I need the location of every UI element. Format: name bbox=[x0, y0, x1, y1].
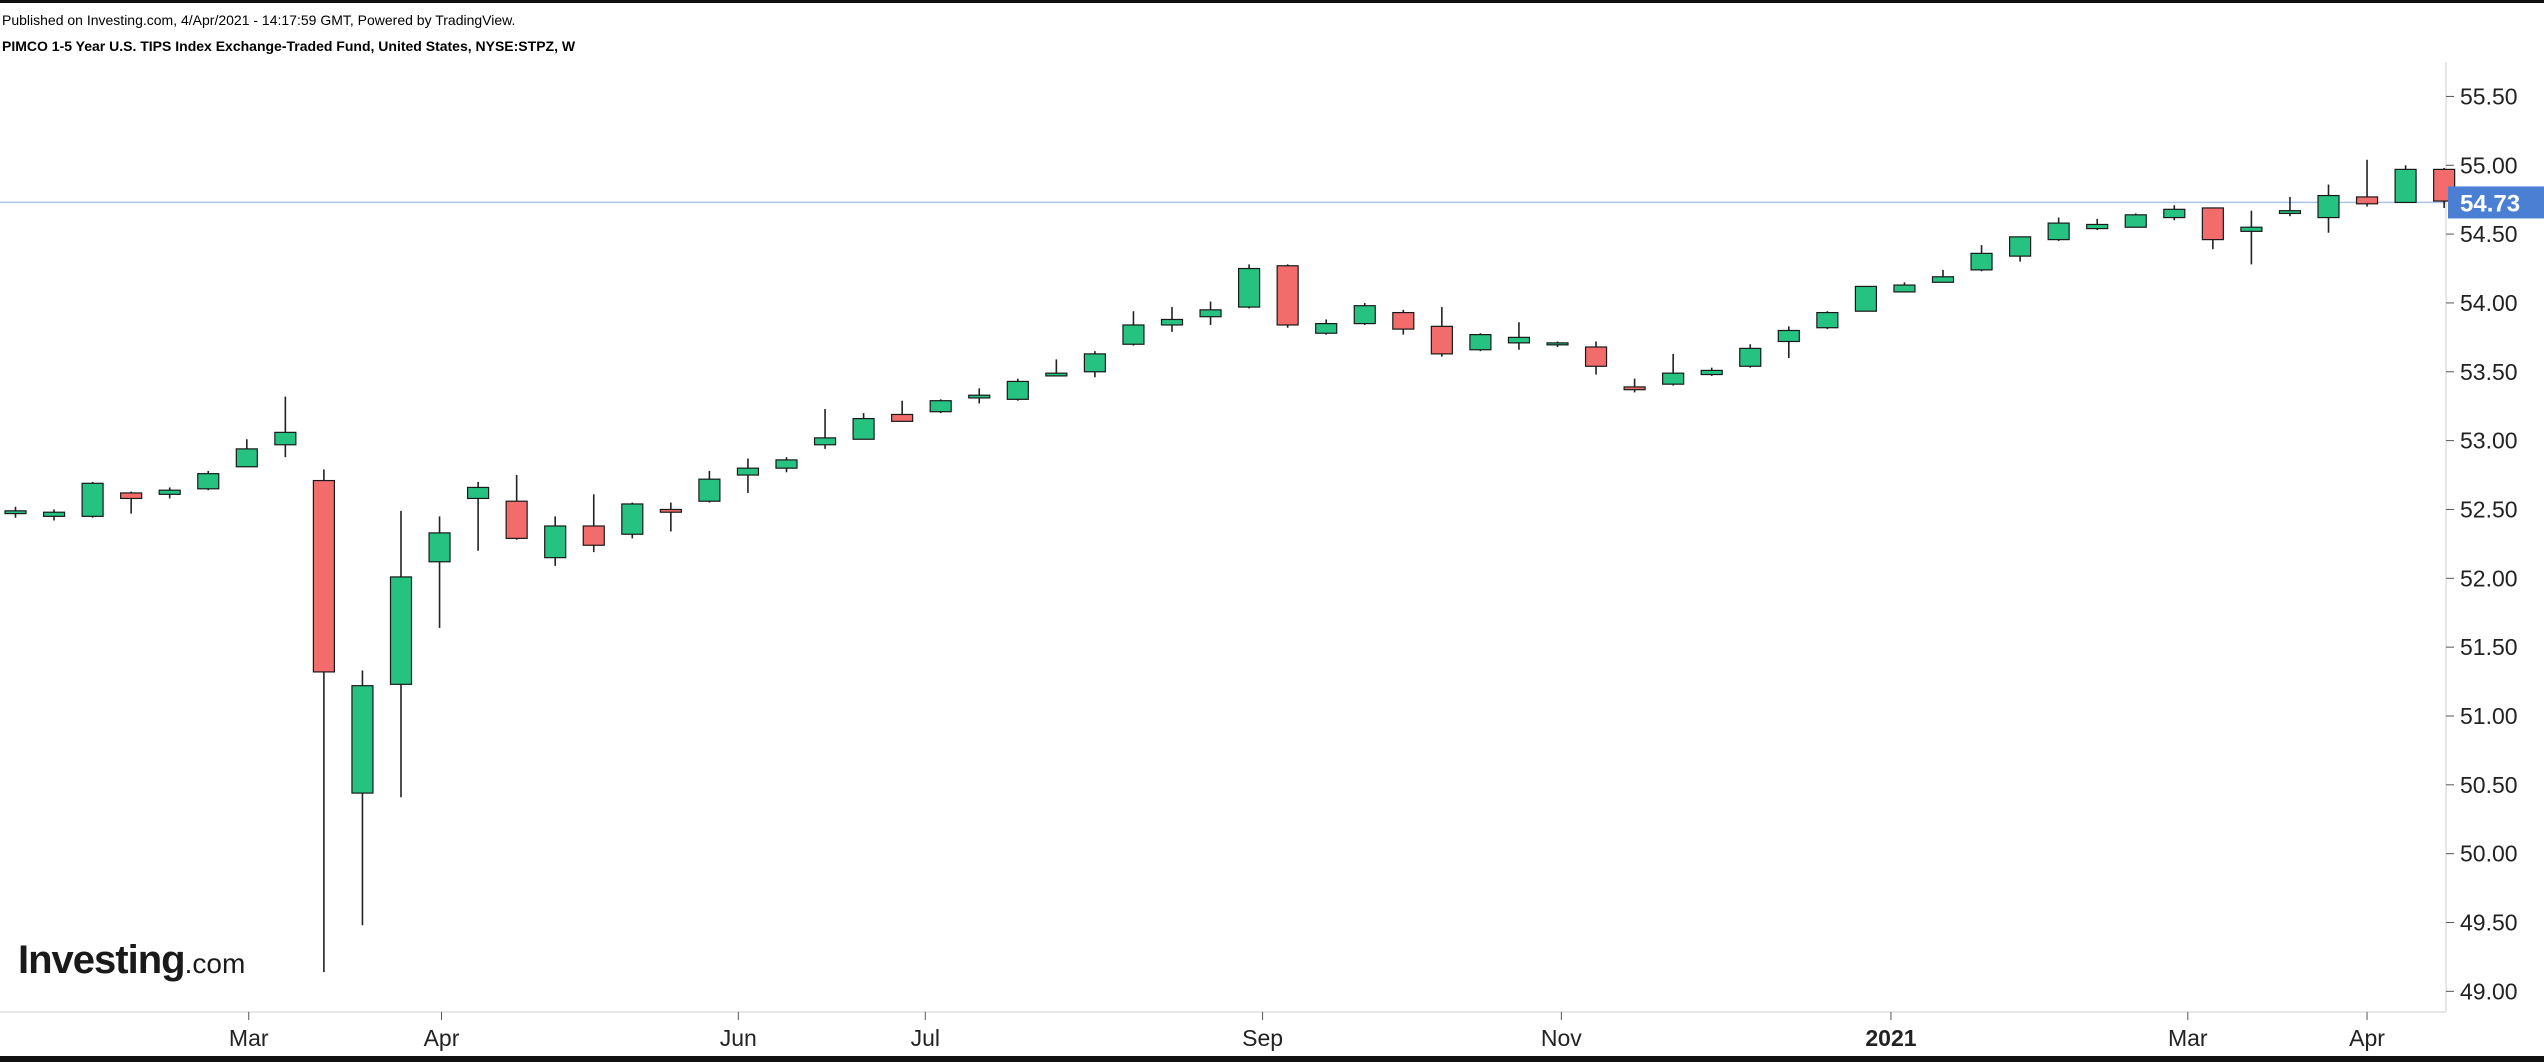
candle-up bbox=[351, 685, 374, 794]
candle-up bbox=[1700, 369, 1723, 376]
candle-up bbox=[852, 417, 875, 440]
candle-down bbox=[582, 525, 605, 546]
x-tick-label: 2021 bbox=[1865, 1025, 1916, 1051]
candle-down bbox=[505, 500, 528, 539]
candle-up bbox=[197, 473, 220, 490]
candle-up bbox=[1237, 267, 1261, 308]
candle-up bbox=[968, 394, 991, 399]
y-tick-label: 54.00 bbox=[2460, 290, 2518, 316]
y-tick-label: 49.00 bbox=[2460, 978, 2518, 1004]
candle-up bbox=[1970, 252, 1993, 271]
candle-up bbox=[2317, 194, 2340, 219]
x-tick-label: Apr bbox=[424, 1025, 460, 1051]
candle-up bbox=[42, 511, 66, 517]
candle-down bbox=[1276, 265, 1299, 326]
candle-up bbox=[1083, 353, 1107, 373]
candle-up bbox=[2394, 168, 2417, 204]
last-price-label: 54.73 bbox=[2460, 190, 2520, 217]
candle-up bbox=[2086, 223, 2109, 230]
candle-up bbox=[2047, 222, 2070, 241]
y-tick-label: 50.50 bbox=[2460, 772, 2518, 798]
candle-down bbox=[659, 508, 682, 513]
candle-up bbox=[544, 525, 567, 559]
y-tick-label: 50.00 bbox=[2460, 841, 2518, 867]
candle-up bbox=[4, 510, 27, 515]
candle-down bbox=[1584, 346, 1608, 367]
candle-up bbox=[1739, 347, 1762, 367]
top-border bbox=[0, 0, 2544, 3]
candle-up bbox=[736, 467, 760, 476]
candle-up bbox=[1122, 324, 1145, 345]
published-info: Published on Investing.com, 4/Apr/2021 -… bbox=[2, 12, 516, 28]
candle-up bbox=[698, 478, 721, 502]
y-tick-label: 53.50 bbox=[2460, 359, 2518, 385]
logo-domain: .com bbox=[184, 948, 246, 979]
candle-down bbox=[1392, 311, 1415, 330]
candle-up bbox=[2163, 208, 2186, 219]
x-tick-label: Nov bbox=[1541, 1025, 1582, 1051]
candle-up bbox=[1662, 372, 1685, 385]
candle-up bbox=[81, 482, 104, 517]
candle-down bbox=[1623, 386, 1646, 391]
candle-up bbox=[1816, 311, 1839, 329]
candle-down bbox=[2201, 207, 2224, 241]
candle-up bbox=[274, 431, 297, 446]
candle-up bbox=[621, 503, 644, 535]
last-price-badge bbox=[2448, 186, 2544, 219]
candle-up bbox=[1854, 285, 1878, 312]
candle-down bbox=[1430, 325, 1453, 355]
candle-up bbox=[1777, 329, 1800, 343]
x-tick-label: Jul bbox=[911, 1025, 940, 1051]
chart-header: Published on Investing.com, 4/Apr/2021 -… bbox=[0, 0, 2544, 58]
y-tick-label: 49.50 bbox=[2460, 910, 2518, 936]
candle-up bbox=[2124, 214, 2147, 228]
candle-up bbox=[1199, 309, 1222, 318]
candle-up bbox=[929, 400, 952, 413]
y-tick-label: 53.00 bbox=[2460, 428, 2518, 454]
candle-up bbox=[1315, 322, 1338, 334]
x-tick-label: Jun bbox=[720, 1025, 757, 1051]
candle-up bbox=[1045, 372, 1068, 377]
candle-up bbox=[1006, 380, 1029, 400]
candle-down bbox=[891, 413, 914, 422]
candle-up bbox=[1507, 336, 1531, 344]
symbol-title: PIMCO 1-5 Year U.S. TIPS Index Exchange-… bbox=[2, 38, 576, 54]
y-tick-label: 52.50 bbox=[2460, 496, 2518, 522]
candle-up bbox=[1893, 284, 1916, 293]
candle-up bbox=[1546, 342, 1569, 346]
x-tick-label: Apr bbox=[2349, 1025, 2385, 1051]
y-tick-label: 55.50 bbox=[2460, 83, 2518, 109]
candle-down bbox=[2355, 196, 2379, 205]
candle-up bbox=[2008, 236, 2032, 257]
candle-up bbox=[775, 459, 798, 469]
bottom-border bbox=[0, 1056, 2544, 1062]
investing-logo: Investing.com bbox=[18, 938, 245, 983]
logo-wordmark: Investing bbox=[18, 938, 186, 982]
y-tick-label: 51.50 bbox=[2460, 634, 2518, 660]
candle-up bbox=[467, 486, 490, 500]
y-tick-label: 55.00 bbox=[2460, 152, 2518, 178]
candle-up bbox=[813, 437, 837, 446]
candle-up bbox=[2278, 210, 2302, 215]
candle-up bbox=[389, 576, 413, 685]
candle-down bbox=[120, 492, 143, 500]
candle-up bbox=[428, 532, 451, 563]
candle-up bbox=[2240, 226, 2263, 232]
candle-up bbox=[1353, 305, 1376, 325]
candle-down bbox=[312, 479, 335, 673]
x-tick-label: Mar bbox=[229, 1025, 269, 1051]
y-tick-label: 52.00 bbox=[2460, 565, 2518, 591]
candle-up bbox=[1931, 276, 1955, 283]
y-tick-label: 54.50 bbox=[2460, 221, 2518, 247]
candle-up bbox=[1160, 318, 1184, 326]
candle-up bbox=[158, 489, 181, 495]
candle-up bbox=[235, 448, 258, 468]
x-tick-label: Sep bbox=[1242, 1025, 1283, 1051]
y-tick-label: 51.00 bbox=[2460, 703, 2518, 729]
candle-up bbox=[1469, 334, 1492, 351]
x-tick-label: Mar bbox=[2168, 1025, 2208, 1051]
